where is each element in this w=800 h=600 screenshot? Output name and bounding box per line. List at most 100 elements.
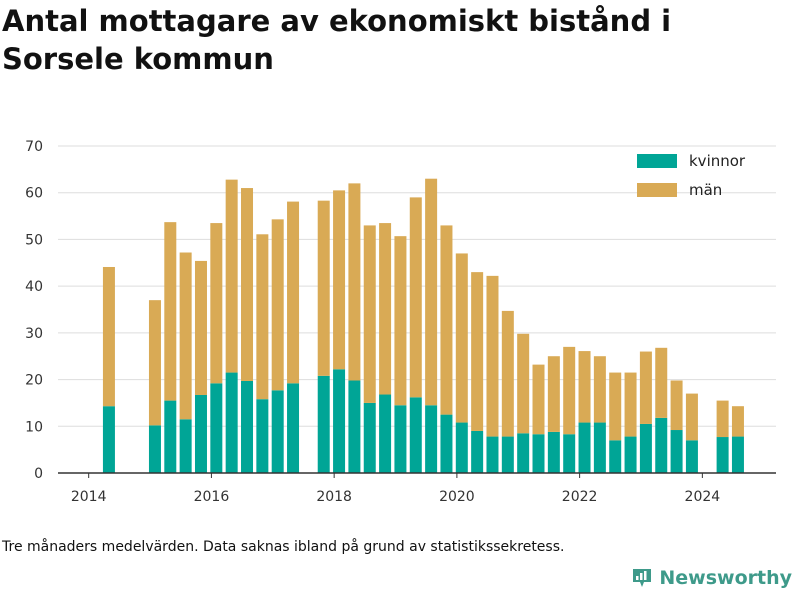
bar-man [547, 356, 560, 432]
x-axis-tick-labels: 2014 2016 2018 2020 2022 2024 [71, 489, 720, 505]
bar-kvinnor [501, 436, 514, 473]
bar-man [363, 225, 376, 403]
bar-man [287, 201, 300, 384]
bar-kvinnor [225, 372, 238, 473]
x-tick-label: 2024 [685, 489, 721, 505]
bar-kvinnor [241, 380, 254, 473]
bar-man [271, 219, 284, 391]
legend-swatch-man [637, 183, 677, 197]
y-tick-label: 60 [25, 186, 43, 202]
bar-man [685, 393, 698, 441]
bar-kvinnor [486, 436, 499, 473]
bar-man [471, 272, 484, 431]
bar-kvinnor [731, 436, 744, 473]
legend: kvinnor män [637, 152, 746, 199]
bar-kvinnor [532, 434, 545, 473]
y-tick-label: 0 [34, 466, 43, 482]
bar-kvinnor [517, 433, 530, 473]
bar-kvinnor [547, 431, 560, 473]
bar-man [256, 234, 269, 400]
bar-man [394, 236, 407, 406]
x-axis [58, 472, 776, 478]
bar-kvinnor [194, 394, 207, 473]
stacked-bar-chart: 0 10 20 30 40 50 60 70 2014 2016 2018 2020 2022 2024… [25, 139, 776, 505]
y-tick-label: 50 [25, 232, 43, 248]
bar-kvinnor [578, 422, 591, 473]
bar-man [624, 372, 637, 437]
y-tick-label: 10 [25, 419, 43, 435]
legend-swatch-kvinnor [637, 154, 677, 168]
legend-label-kvinnor: kvinnor [689, 152, 746, 170]
bar-man [409, 197, 422, 398]
x-tick-label: 2016 [194, 489, 230, 505]
bars [102, 178, 744, 473]
bar-man [194, 260, 207, 395]
bar-man [317, 200, 330, 376]
brand-name: Newsworthy [659, 567, 792, 589]
bar-kvinnor [256, 399, 269, 473]
bar-man [731, 406, 744, 437]
bar-man [501, 310, 514, 437]
bar-kvinnor [348, 380, 361, 473]
x-tick-label: 2014 [71, 489, 107, 505]
x-tick-label: 2022 [562, 489, 598, 505]
bar-man [425, 178, 438, 406]
bar-man [241, 188, 254, 381]
x-tick-label: 2020 [439, 489, 475, 505]
bar-kvinnor [655, 417, 668, 473]
bar-kvinnor [471, 430, 484, 473]
bar-man [532, 364, 545, 435]
bar-kvinnor [394, 405, 407, 473]
y-tick-label: 20 [25, 373, 43, 389]
bar-kvinnor [287, 383, 300, 473]
bar-man [210, 223, 223, 384]
bar-kvinnor [609, 440, 622, 473]
y-axis-tick-labels: 0 10 20 30 40 50 60 70 [25, 139, 43, 482]
bar-kvinnor [333, 369, 346, 473]
chart-title: Antal mottagare av ekonomiskt bistånd i … [2, 4, 672, 76]
bar-man [455, 253, 468, 423]
y-tick-label: 30 [25, 326, 43, 342]
x-tick-label: 2018 [316, 489, 352, 505]
bar-man [593, 356, 606, 423]
bar-kvinnor [670, 430, 683, 473]
bar-kvinnor [716, 437, 729, 473]
bar-kvinnor [363, 402, 376, 473]
bar-kvinnor [271, 390, 284, 473]
bar-man [102, 266, 115, 407]
bar-man [179, 252, 192, 420]
bar-kvinnor [164, 400, 177, 473]
bar-kvinnor [148, 425, 161, 473]
bar-kvinnor [210, 383, 223, 473]
bar-kvinnor [563, 434, 576, 473]
bar-man [655, 347, 668, 418]
bar-kvinnor [455, 422, 468, 473]
y-tick-label: 70 [25, 139, 43, 155]
bar-man [440, 225, 453, 415]
footnote: Tre månaders medelvärden. Data saknas ib… [2, 539, 565, 555]
bar-kvinnor [624, 436, 637, 473]
bar-man [164, 222, 177, 401]
bar-kvinnor [440, 414, 453, 473]
bar-man [563, 346, 576, 435]
bar-man [225, 179, 238, 373]
y-tick-label: 40 [25, 279, 43, 295]
bar-chart-logo-icon [633, 569, 652, 587]
bar-kvinnor [317, 375, 330, 473]
bar-man [578, 351, 591, 423]
bar-man [639, 351, 652, 424]
bar-kvinnor [409, 397, 422, 473]
bar-man [670, 380, 683, 431]
bar-man [609, 372, 622, 441]
legend-label-man: män [689, 181, 722, 199]
bar-kvinnor [379, 394, 392, 473]
bar-man [379, 223, 392, 395]
brand-logo: Newsworthy [631, 567, 792, 589]
bar-man [148, 300, 161, 426]
bar-man [486, 275, 499, 437]
bar-kvinnor [179, 419, 192, 473]
bar-man [716, 400, 729, 438]
bar-kvinnor [102, 406, 115, 473]
bar-kvinnor [685, 440, 698, 473]
bar-man [333, 190, 346, 370]
